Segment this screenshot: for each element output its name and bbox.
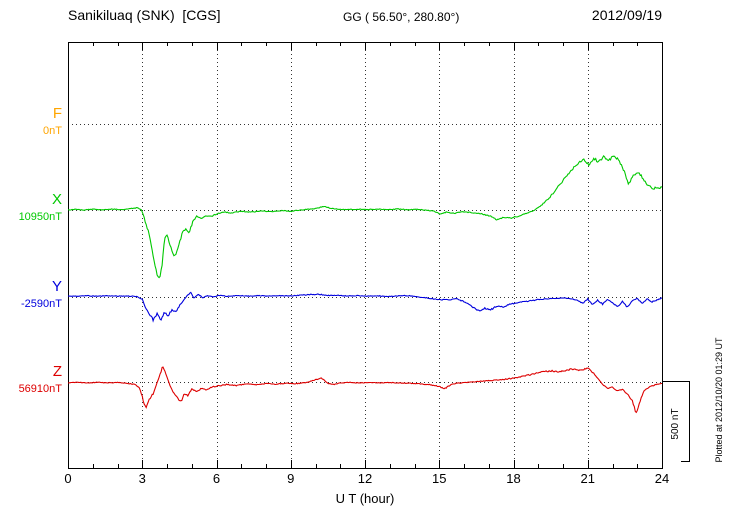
channel-label-F: F 0nT bbox=[43, 105, 62, 138]
channel-id-X: X bbox=[51, 191, 62, 208]
channel-id-Z: Z bbox=[52, 363, 62, 380]
channel-baseline-Y: -2590nT bbox=[21, 298, 62, 310]
x-tick-21: 21 bbox=[580, 471, 595, 486]
station-title: Sanikiluaq (SNK) [CGS] bbox=[68, 7, 221, 23]
x-tick-0: 0 bbox=[64, 471, 72, 486]
x-tick-12: 12 bbox=[357, 471, 373, 486]
x-tick-6: 6 bbox=[212, 471, 221, 486]
scale-bar bbox=[663, 381, 690, 462]
channel-label-Y: Y -2590nT bbox=[21, 278, 62, 311]
trace-Y bbox=[68, 291, 662, 323]
x-tick-18: 18 bbox=[506, 471, 521, 486]
scale-bar-label: 500 nT bbox=[670, 408, 681, 440]
channel-baseline-Z: 56910nT bbox=[18, 383, 62, 395]
channel-baseline-X: 10950nT bbox=[18, 211, 62, 223]
channel-label-X: X 10950nT bbox=[18, 191, 62, 224]
plot-date: 2012/09/19 bbox=[591, 7, 662, 23]
x-tick-9: 9 bbox=[287, 471, 295, 486]
channel-id-F: F bbox=[52, 105, 62, 122]
traces bbox=[68, 155, 662, 414]
x-tick-15: 15 bbox=[432, 471, 447, 486]
channel-id-Y: Y bbox=[51, 278, 62, 295]
x-tick-3: 3 bbox=[138, 471, 146, 486]
x-axis-label: U T (hour) bbox=[335, 491, 395, 506]
trace-Z bbox=[68, 366, 662, 414]
grid-lines bbox=[68, 42, 662, 468]
channel-baseline-F: 0nT bbox=[43, 125, 62, 137]
plotted-at-note: Plotted at 2012/10/20 01:29 UT bbox=[714, 337, 724, 463]
trace-X bbox=[68, 155, 662, 279]
x-tick-24: 24 bbox=[654, 471, 670, 486]
channel-label-Z: Z 56910nT bbox=[18, 363, 62, 396]
gg-coordinates: GG ( 56.50°, 280.80°) bbox=[343, 10, 460, 24]
plot-frame bbox=[68, 42, 663, 469]
